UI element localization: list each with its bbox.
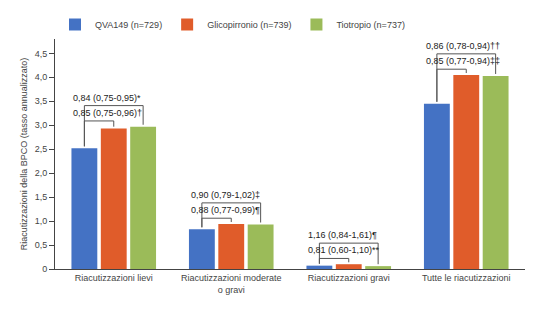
- svg-text:Tiotropio (n=737): Tiotropio (n=737): [336, 20, 404, 30]
- svg-text:0,85 (0,77-0,94)‡‡: 0,85 (0,77-0,94)‡‡: [426, 56, 500, 66]
- svg-text:1,16 (0,84-1,61)¶: 1,16 (0,84-1,61)¶: [308, 230, 377, 240]
- svg-text:2,5: 2,5: [35, 144, 48, 154]
- svg-text:Riacutizzazioni moderateo grav: Riacutizzazioni moderateo gravi: [181, 273, 282, 295]
- svg-text:Glicopirronio (n=739): Glicopirronio (n=739): [207, 20, 291, 30]
- svg-text:1,5: 1,5: [35, 192, 48, 202]
- svg-text:Riacutizzazioni gravi: Riacutizzazioni gravi: [308, 273, 390, 283]
- svg-text:2,0: 2,0: [35, 168, 48, 178]
- svg-text:0,88 (0,77-0,99)¶: 0,88 (0,77-0,99)¶: [191, 205, 260, 215]
- svg-text:Riacutizzazioni della BPCO (ta: Riacutizzazioni della BPCO (tasso annual…: [19, 58, 29, 251]
- svg-text:0,85 (0,75-0,96)†: 0,85 (0,75-0,96)†: [73, 108, 142, 118]
- svg-text:0,5: 0,5: [35, 240, 48, 250]
- svg-text:0,90 (0,79-1,02)‡: 0,90 (0,79-1,02)‡: [191, 190, 260, 200]
- svg-text:4,0: 4,0: [35, 72, 48, 82]
- svg-text:Riacutizzazioni lievi: Riacutizzazioni lievi: [75, 273, 153, 283]
- svg-text:0,81 (0,60-1,10)**: 0,81 (0,60-1,10)**: [308, 245, 380, 255]
- svg-text:0: 0: [42, 264, 47, 274]
- svg-text:3,0: 3,0: [35, 120, 48, 130]
- svg-text:QVA149 (n=729): QVA149 (n=729): [95, 20, 162, 30]
- svg-text:3,5: 3,5: [35, 96, 48, 106]
- svg-text:0,84 (0,75-0,95)*: 0,84 (0,75-0,95)*: [73, 93, 141, 103]
- svg-text:1,0: 1,0: [35, 216, 48, 226]
- svg-text:Tutte le riacutizzazioni: Tutte le riacutizzazioni: [422, 273, 511, 283]
- svg-text:4,5: 4,5: [35, 49, 48, 59]
- svg-text:0,86 (0,78-0,94)††: 0,86 (0,78-0,94)††: [426, 41, 500, 51]
